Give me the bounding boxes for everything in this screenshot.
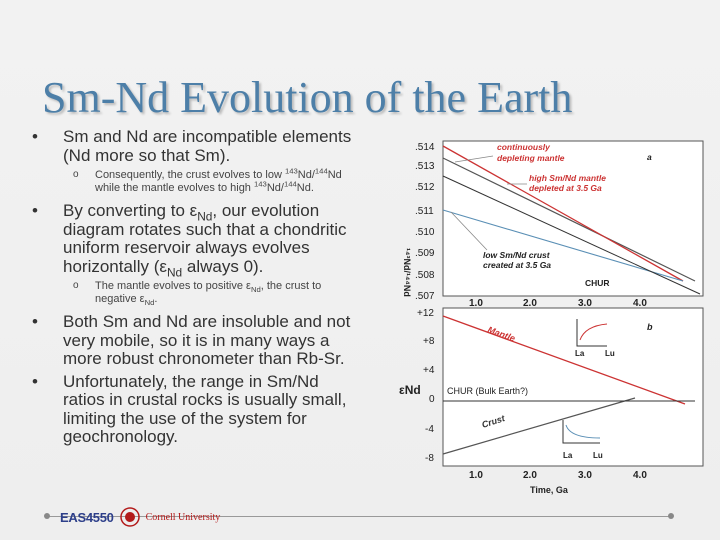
ytick-b-1: +8	[423, 336, 435, 347]
series-mantle	[442, 315, 686, 405]
footer-dot-left	[44, 513, 50, 519]
slide-title: Sm-Nd Evolution of the Earth	[42, 73, 573, 122]
label-low-smnd-2: created at 3.5 Ga	[483, 260, 551, 270]
footer-divider	[46, 516, 672, 517]
ytick-a-6: .508	[415, 270, 435, 281]
panel-a-ylabel: ¹⁴³Nd/¹⁴⁴Nd	[402, 248, 412, 297]
label-panel-b: b	[647, 322, 653, 332]
series-depleting-mantle	[442, 157, 696, 282]
xtick-a-2: 3.0	[578, 298, 592, 309]
ytick-b-3: 0	[429, 394, 435, 405]
bullet-3: Both Sm and Nd are insoluble and not ver…	[30, 312, 365, 369]
ytick-b-2: +4	[423, 365, 435, 376]
course-code: EAS4550	[60, 509, 114, 525]
xtick-a-1: 2.0	[523, 298, 537, 309]
ytick-b-5: -8	[425, 453, 434, 464]
xtick-a-0: 1.0	[469, 298, 483, 309]
label-chur-b: CHUR (Bulk Earth?)	[447, 386, 528, 396]
xtick-b-1: 2.0	[523, 470, 537, 481]
panel-a-annotations: continuously depleting mantle high Sm/Nd…	[483, 142, 652, 288]
ytick-a-5: .509	[415, 248, 435, 259]
inset1-label-la: La	[575, 349, 585, 358]
inset-falling	[562, 420, 601, 444]
xtick-a-3: 4.0	[633, 298, 647, 309]
xtick-b-3: 4.0	[633, 470, 647, 481]
series-high-smnd-mantle	[442, 145, 684, 282]
label-low-smnd-1: low Sm/Nd crust	[483, 250, 551, 260]
panel-b-xticks: 1.0 2.0 3.0 4.0	[469, 470, 647, 481]
arrow-depleting	[454, 155, 494, 163]
bullet-2: By converting to εNd, our evolution diag…	[30, 201, 365, 278]
ytick-a-7: .507	[415, 291, 435, 302]
bullet-4: Unfortunately, the range in Sm/Nd ratios…	[30, 372, 365, 447]
label-depleting-mantle: depleting mantle	[497, 153, 565, 163]
series-chur	[442, 175, 701, 295]
footer-dot-right	[668, 513, 674, 519]
sub-bullet-1: Consequently, the crust evolves to low 1…	[30, 167, 365, 194]
panel-b-frame	[442, 307, 704, 467]
bullet-list: Sm and Nd are incompatible elements (Nd …	[30, 127, 365, 451]
ytick-b-0: +12	[417, 308, 434, 319]
panel-b-yticks: +12 +8 +4 0 -4 -8	[417, 308, 435, 464]
ytick-a-1: .513	[415, 161, 435, 172]
inset2-label-lu: Lu	[593, 451, 603, 460]
inset2-label-la: La	[563, 451, 573, 460]
footer-logo: EAS4550 Cornell University	[60, 505, 220, 529]
cornell-seal-icon	[119, 507, 140, 527]
label-continuously: continuously	[497, 142, 551, 152]
inset-rising	[576, 319, 608, 347]
ytick-a-4: .510	[415, 227, 435, 238]
panel-a-xticks: 1.0 2.0 3.0 4.0	[469, 298, 647, 309]
university-name: Cornell University	[145, 511, 221, 523]
bullet-1: Sm and Nd are incompatible elements (Nd …	[30, 127, 365, 165]
label-high-smnd-2: depleted at 3.5 Ga	[529, 183, 602, 193]
arrow-low-smnd	[450, 211, 488, 251]
label-chur-a: CHUR	[585, 278, 610, 288]
ytick-a-0: .514	[415, 142, 435, 153]
ytick-b-4: -4	[425, 424, 434, 435]
nd-evolution-figure: .514 .513 .512 .511 .510 .509 .508 .507 …	[399, 140, 704, 495]
label-panel-a: a	[647, 152, 652, 162]
sub-bullet-2: The mantle evolves to positive εNd, the …	[30, 280, 365, 306]
ytick-a-2: .512	[415, 182, 435, 193]
panel-a-yticks: .514 .513 .512 .511 .510 .509 .508 .507	[415, 142, 435, 302]
xtick-b-2: 3.0	[578, 470, 592, 481]
series-crust	[442, 397, 636, 455]
xtick-b-0: 1.0	[469, 470, 483, 481]
ytick-a-3: .511	[415, 206, 434, 217]
series-low-smnd-crust	[442, 209, 684, 282]
panel-b-ylabel: εNd	[399, 383, 421, 397]
inset1-label-lu: Lu	[605, 349, 615, 358]
label-high-smnd-1: high Sm/Nd mantle	[529, 173, 606, 183]
panel-b-xlabel: Time, Ga	[530, 485, 569, 495]
